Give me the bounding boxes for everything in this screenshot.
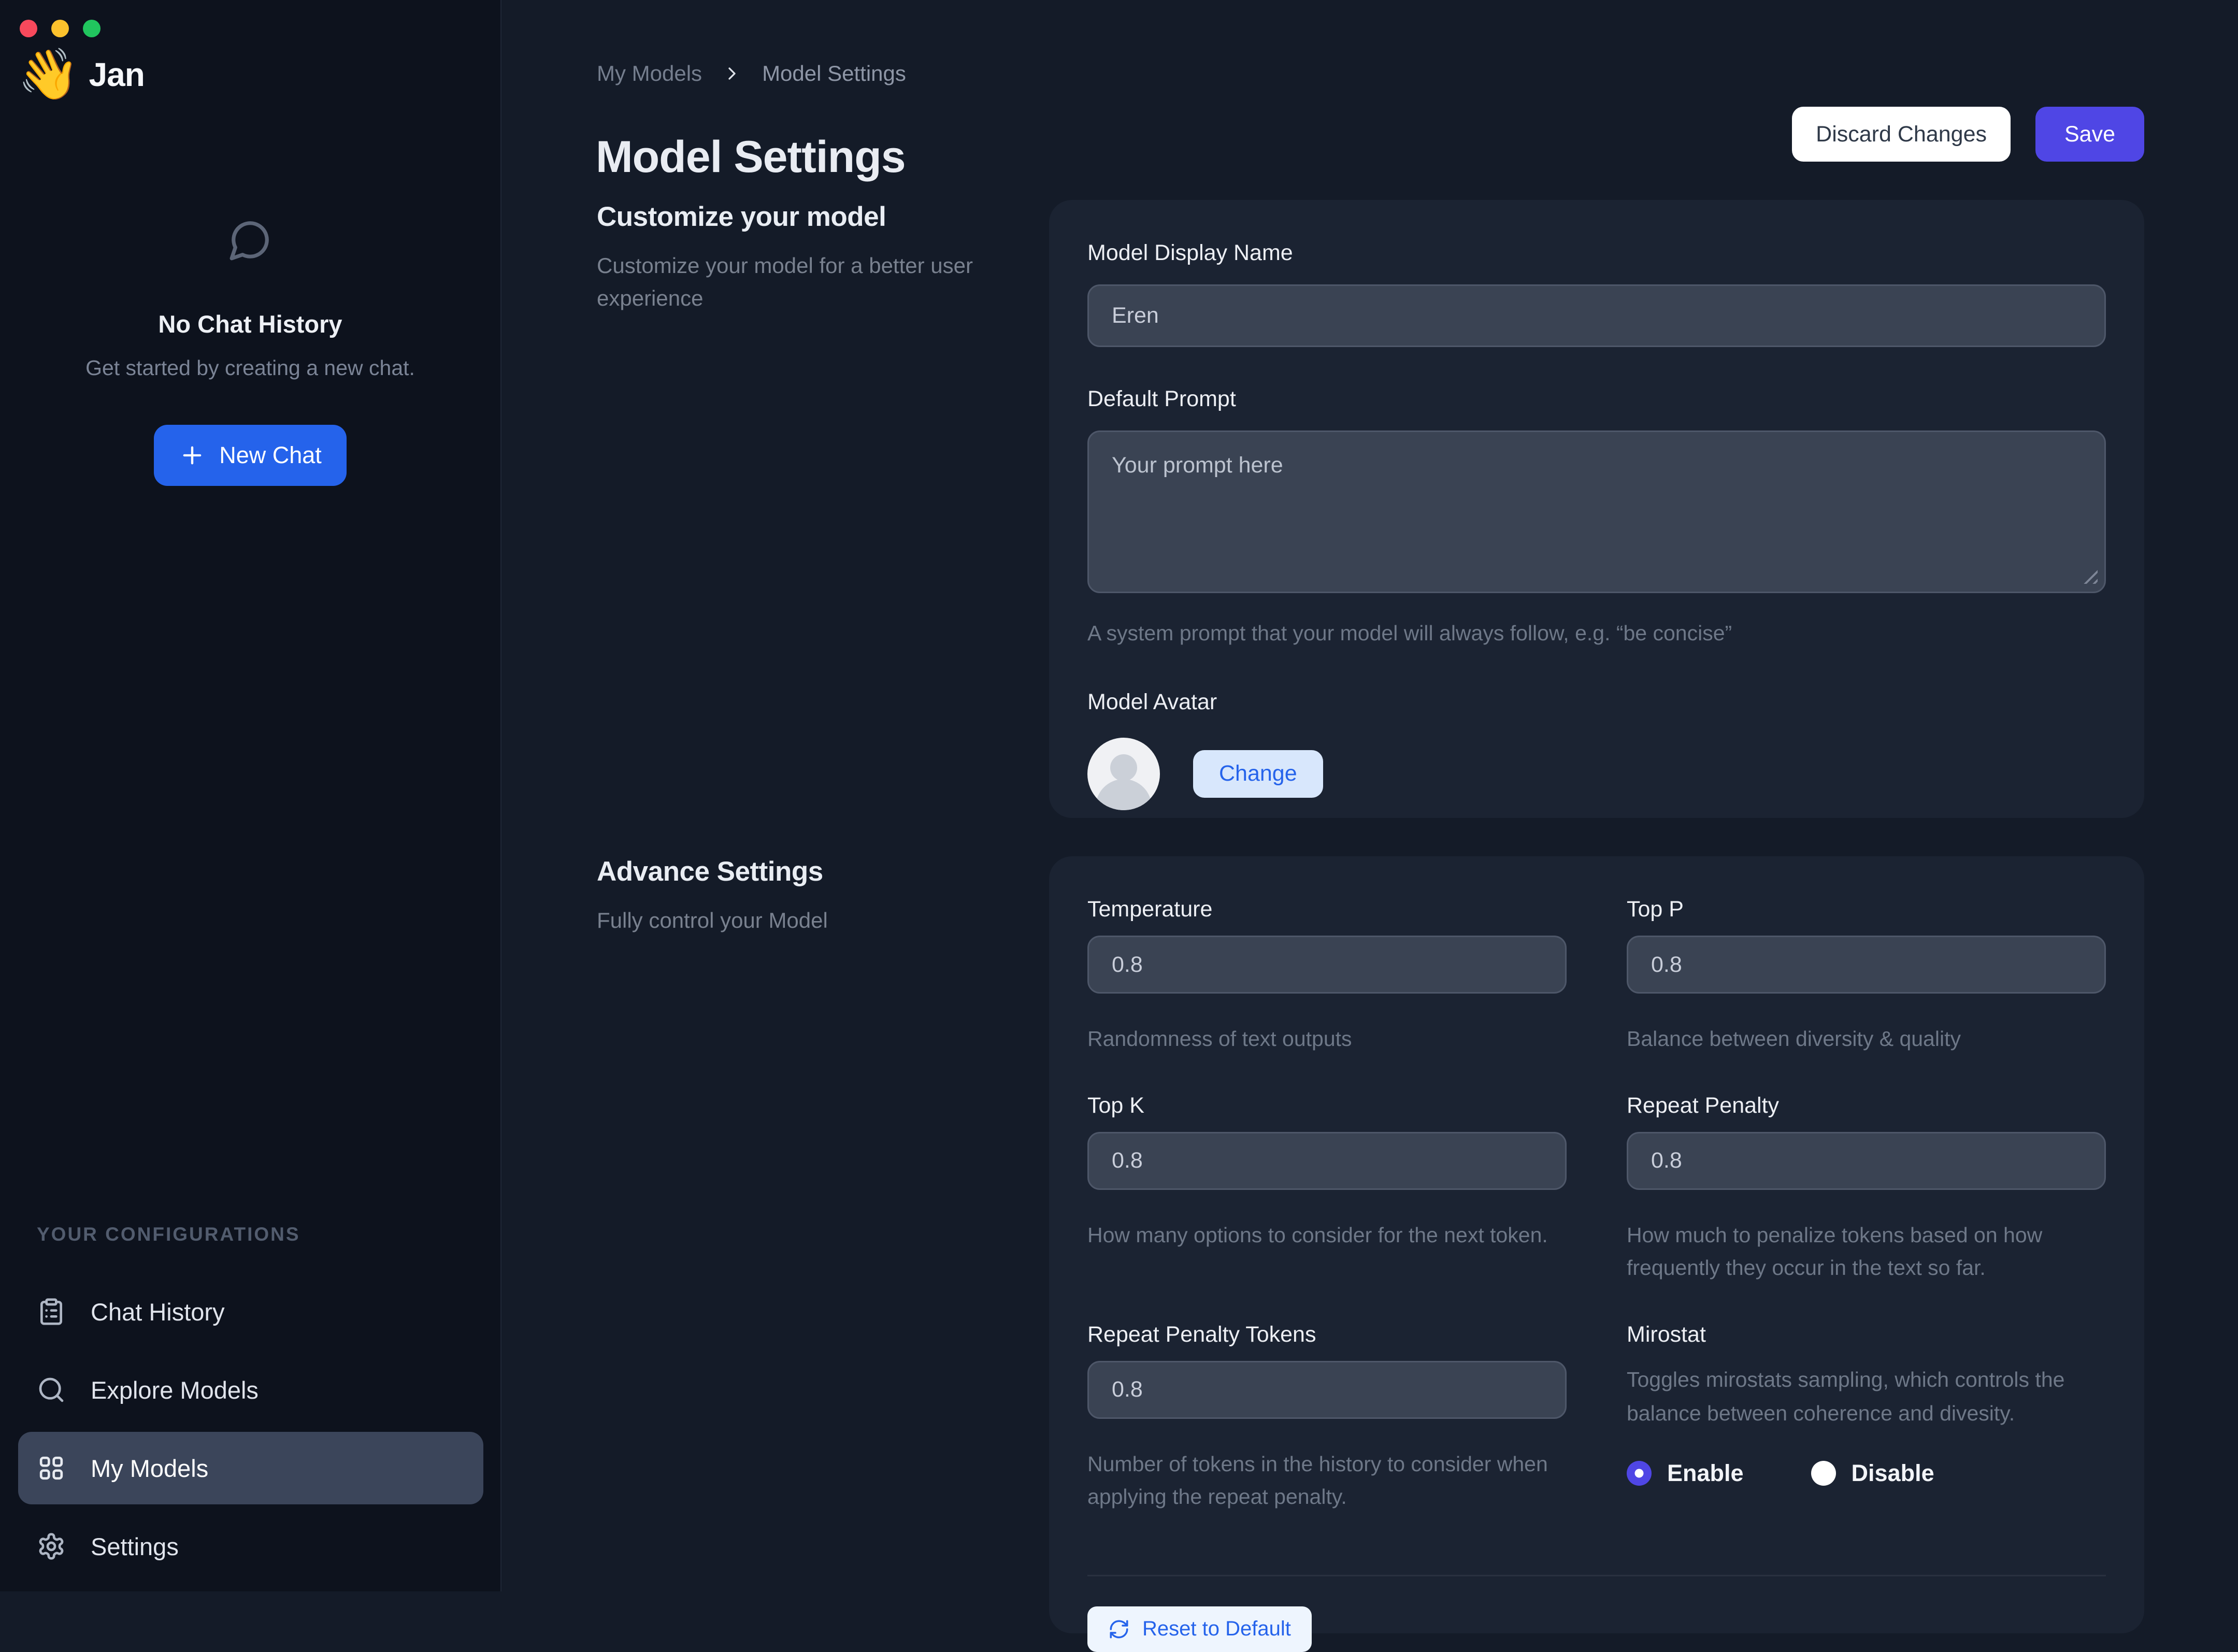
- configurations-section-label: YOUR CONFIGURATIONS: [37, 1224, 300, 1245]
- temperature-field: Temperature Randomness of text outputs: [1087, 897, 1567, 1056]
- refresh-icon: [1110, 1620, 1128, 1639]
- sidebar-item-label: Settings: [91, 1532, 179, 1560]
- advance-section-heading: Advance Settings Fully control your Mode…: [597, 856, 1022, 937]
- section-subtitle: Fully control your Model: [597, 908, 828, 932]
- window-minimize-button[interactable]: [51, 20, 69, 37]
- app-name: Jan: [89, 56, 145, 93]
- top-p-helper: Balance between diversity & quality: [1627, 1027, 1961, 1051]
- card-divider: [1087, 1574, 2106, 1576]
- top-k-label: Top K: [1087, 1093, 1144, 1118]
- section-title: Customize your model: [597, 202, 886, 232]
- mirostat-enable-label: Enable: [1667, 1459, 1744, 1486]
- top-k-field: Top K How many options to consider for t…: [1087, 1093, 1567, 1285]
- model-display-name-label: Model Display Name: [1087, 240, 1293, 265]
- repeat-penalty-input[interactable]: [1627, 1131, 2106, 1190]
- search-icon: [39, 1377, 64, 1402]
- mirostat-description: Toggles mirostats sampling, which contro…: [1627, 1367, 2065, 1426]
- reset-to-default-button[interactable]: Reset to Default: [1087, 1606, 1312, 1652]
- model-display-name-input[interactable]: [1087, 284, 2106, 347]
- top-k-helper: How many options to consider for the nex…: [1087, 1223, 1548, 1247]
- sidebar-item-chat-history[interactable]: Chat History: [18, 1275, 483, 1348]
- temperature-helper: Randomness of text outputs: [1087, 1027, 1352, 1051]
- temperature-input[interactable]: [1087, 936, 1567, 994]
- sidebar-item-label: Chat History: [91, 1298, 225, 1326]
- window-controls: [20, 20, 101, 37]
- repeat-penalty-label: Repeat Penalty: [1627, 1093, 1780, 1118]
- sidebar-item-label: Explore Models: [91, 1376, 259, 1404]
- default-prompt-textarea[interactable]: [1087, 430, 2106, 593]
- chat-history-empty-state: No Chat History Get started by creating …: [0, 218, 500, 486]
- app-logo: 👋 Jan: [18, 50, 145, 99]
- mirostat-disable-option[interactable]: Disable: [1811, 1460, 1934, 1487]
- chat-bubble-icon: [228, 218, 272, 262]
- repeat-penalty-tokens-helper: Number of tokens in the history to consi…: [1087, 1452, 1548, 1509]
- sidebar-item-explore-models[interactable]: Explore Models: [18, 1354, 483, 1426]
- gear-icon: [39, 1533, 64, 1560]
- model-avatar-placeholder[interactable]: [1087, 737, 1160, 810]
- section-title: Advance Settings: [597, 856, 823, 887]
- mirostat-disable-label: Disable: [1851, 1459, 1934, 1486]
- temperature-label: Temperature: [1087, 897, 1213, 922]
- window-zoom-button[interactable]: [83, 20, 101, 37]
- clipboard-icon: [40, 1298, 62, 1325]
- breadcrumb: My Models Model Settings: [597, 61, 906, 86]
- customize-card: Model Display Name Default Prompt A syst…: [1049, 200, 2144, 818]
- radio-unselected-icon[interactable]: [1811, 1460, 1836, 1486]
- mirostat-enable-option[interactable]: Enable: [1627, 1460, 1744, 1487]
- new-chat-button[interactable]: New Chat: [154, 425, 347, 486]
- sidebar-item-label: My Models: [91, 1454, 209, 1482]
- empty-state-title: No Chat History: [158, 310, 342, 338]
- breadcrumb-parent[interactable]: My Models: [597, 61, 702, 85]
- repeat-penalty-field: Repeat Penalty How much to penalize toke…: [1627, 1093, 2106, 1285]
- repeat-penalty-tokens-field: Repeat Penalty Tokens Number of tokens i…: [1087, 1322, 1567, 1514]
- discard-changes-button[interactable]: Discard Changes: [1792, 107, 2011, 162]
- page-title: Model Settings: [596, 132, 906, 182]
- top-p-input[interactable]: [1627, 936, 2106, 994]
- sidebar-item-my-models[interactable]: My Models: [18, 1432, 483, 1504]
- window-close-button[interactable]: [20, 20, 37, 37]
- repeat-penalty-helper: How much to penalize tokens based on how…: [1627, 1223, 2043, 1280]
- grid-icon: [39, 1456, 63, 1480]
- sidebar: 👋 Jan No Chat History Get started by cre…: [0, 0, 501, 1591]
- new-chat-label: New Chat: [219, 442, 322, 468]
- configurations-nav: YOUR CONFIGURATIONS Chat History Explore…: [18, 1224, 483, 1588]
- empty-state-subtitle: Get started by creating a new chat.: [85, 356, 415, 380]
- default-prompt-helper: A system prompt that your model will alw…: [1087, 621, 1732, 645]
- repeat-penalty-tokens-input[interactable]: [1087, 1360, 1567, 1419]
- mirostat-field: Mirostat Toggles mirostats sampling, whi…: [1627, 1322, 2106, 1514]
- breadcrumb-current: Model Settings: [762, 61, 906, 85]
- top-p-field: Top P Balance between diversity & qualit…: [1627, 897, 2106, 1056]
- change-avatar-button[interactable]: Change: [1193, 750, 1323, 798]
- radio-selected-icon[interactable]: [1627, 1460, 1652, 1486]
- top-k-input[interactable]: [1087, 1131, 1567, 1190]
- header-actions: Discard Changes Save: [1792, 107, 2144, 162]
- default-prompt-label: Default Prompt: [1087, 386, 1236, 411]
- sidebar-item-settings[interactable]: Settings: [18, 1510, 483, 1583]
- advance-settings-card: Temperature Randomness of text outputs T…: [1049, 856, 2144, 1652]
- customize-section-heading: Customize your model Customize your mode…: [597, 201, 1022, 314]
- main-content: My Models Model Settings Model Settings …: [501, 0, 2238, 1652]
- plus-icon: [183, 446, 202, 465]
- save-button[interactable]: Save: [2035, 107, 2144, 162]
- waving-hand-icon: 👋: [18, 47, 80, 102]
- top-p-label: Top P: [1627, 897, 1684, 922]
- chevron-right-icon: [728, 67, 736, 80]
- mirostat-label: Mirostat: [1627, 1321, 1706, 1347]
- repeat-penalty-tokens-label: Repeat Penalty Tokens: [1087, 1321, 1316, 1347]
- reset-to-default-label: Reset to Default: [1142, 1617, 1291, 1641]
- model-avatar-label: Model Avatar: [1087, 689, 1217, 714]
- mirostat-radio-group: Enable Disable: [1627, 1460, 2106, 1487]
- section-subtitle: Customize your model for a better user e…: [597, 253, 973, 310]
